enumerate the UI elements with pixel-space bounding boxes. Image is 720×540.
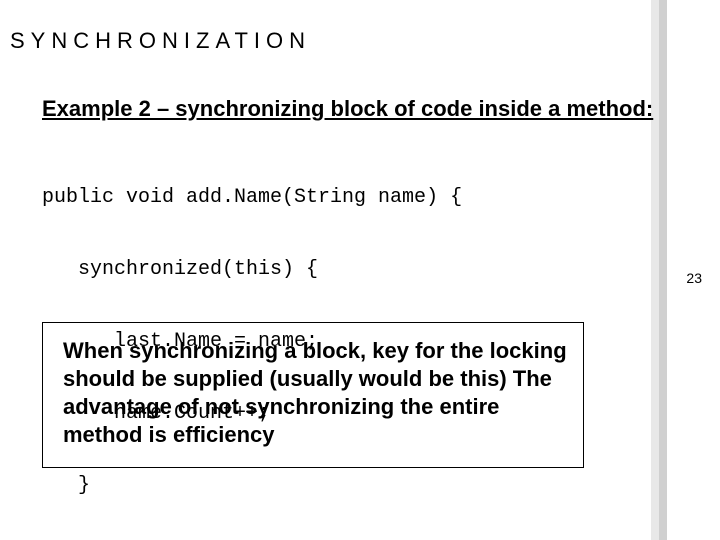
example-subtitle: Example 2 – synchronizing block of code … <box>42 96 653 122</box>
page-number: 23 <box>686 270 702 286</box>
page-title: SYNCHRONIZATION <box>10 28 311 54</box>
code-line: synchronized(this) { <box>42 258 462 282</box>
note-text: When synchronizing a block, key for the … <box>63 337 569 449</box>
code-line: } <box>42 474 462 498</box>
code-line: public void add.Name(String name) { <box>42 186 462 210</box>
note-box: When synchronizing a block, key for the … <box>42 322 584 468</box>
decorative-vbar-right <box>659 0 667 540</box>
decorative-vbar-left <box>651 0 659 540</box>
